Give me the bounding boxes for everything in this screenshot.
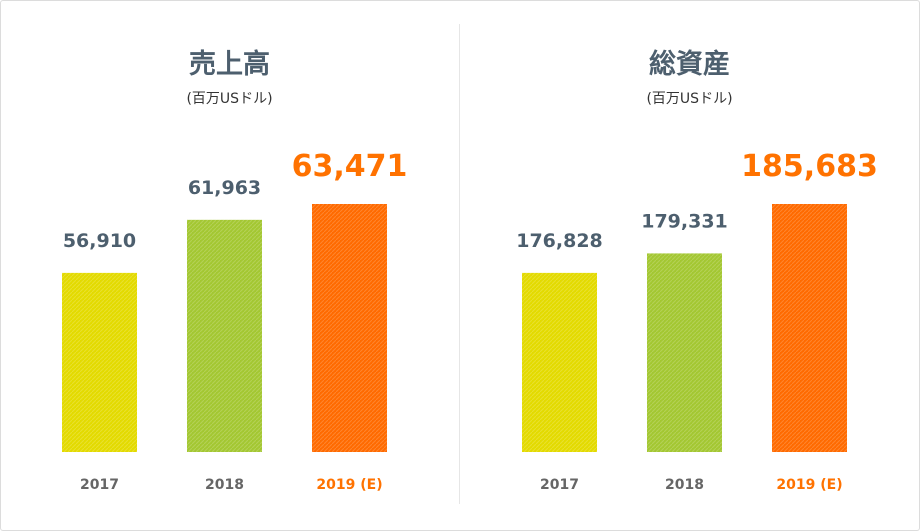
sales-chart-subtitle: (百万USドル) <box>186 91 273 107</box>
category-label: 2018 <box>665 477 704 493</box>
category-label: 2019 (E) <box>776 477 842 493</box>
value-label: 56,910 <box>63 230 136 252</box>
value-label: 176,828 <box>516 230 603 252</box>
value-label: 185,683 <box>741 149 878 184</box>
value-label: 63,471 <box>292 149 408 184</box>
sales-chart-title: 売上高 <box>189 49 270 80</box>
category-label: 2017 <box>540 477 579 493</box>
category-label: 2018 <box>205 477 244 493</box>
panel-divider <box>459 24 460 504</box>
assets-bar-chart: 176,828 2017 179,331 2018 185,683 2019 (E) <box>516 149 878 493</box>
sales-bar-chart: 56,910 2017 61,963 2018 63,471 2019 (E) <box>62 149 408 493</box>
value-label: 61,963 <box>188 177 261 199</box>
assets-chart-panel: 総資産 (百万USドル) 176,828 2017 179,331 2018 185,6… <box>460 0 919 531</box>
bar-2017 <box>62 272 137 452</box>
bar-2019-E <box>772 204 847 452</box>
assets-chart-title: 総資産 <box>649 49 730 80</box>
bar-2018 <box>647 253 722 452</box>
category-label: 2017 <box>80 477 119 493</box>
bar-2017 <box>522 272 597 452</box>
bar-2019-E <box>312 204 387 452</box>
bar-2018 <box>187 219 262 452</box>
sales-chart-panel: 売上高 (百万USドル) 56,910 2017 61,963 2018 63,471 2… <box>0 0 459 531</box>
value-label: 179,331 <box>641 210 728 232</box>
assets-chart-subtitle: (百万USドル) <box>646 91 733 107</box>
category-label: 2019 (E) <box>316 477 382 493</box>
